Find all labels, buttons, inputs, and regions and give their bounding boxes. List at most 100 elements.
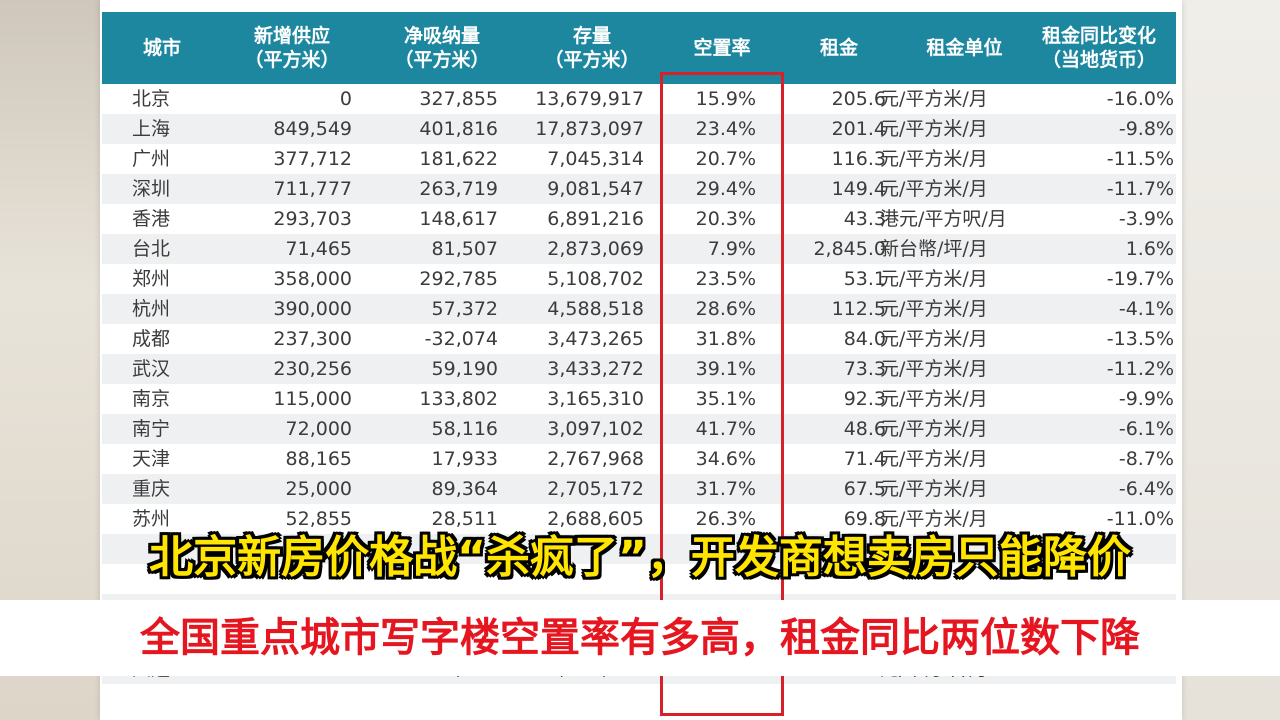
cell-stock: 9,081,547 (547, 178, 644, 200)
cell-city: 南宁 (132, 418, 171, 440)
cell-absorption: 181,622 (419, 148, 498, 170)
cell-rent: 48.6 (843, 418, 886, 440)
cell-rent-change: -11.5% (1106, 148, 1174, 170)
cell-stock: 13,679,917 (535, 88, 644, 110)
cell-rent: 84.0 (843, 328, 886, 350)
cell-supply: 25,000 (285, 478, 352, 500)
cell-city: 深圳 (132, 178, 171, 200)
cell-rent-change: -6.4% (1118, 478, 1174, 500)
cell-city: 郑州 (132, 268, 171, 290)
cell-absorption: 292,785 (419, 268, 498, 290)
header-supply: 新增供应 （平方米） (244, 25, 340, 71)
cell-supply: 52,855 (285, 508, 352, 530)
cell-city: 天津 (132, 448, 171, 470)
cell-supply: 71,465 (285, 238, 352, 260)
cell-rent: 149.4 (831, 178, 886, 200)
cell-rent-change: -4.1% (1118, 298, 1174, 320)
cell-stock: 5,108,702 (547, 268, 644, 290)
cell-stock: 3,165,310 (547, 388, 644, 410)
table-row: 重庆 25,000 89,364 2,705,172 31.7% 67.5 元/平方米/月 -… (102, 474, 1176, 504)
cell-rent-change: -13.5% (1106, 328, 1174, 350)
cell-city: 南京 (132, 388, 171, 410)
table-row: 上海 849,549 401,816 17,873,097 23.4% 201.4 元/平方… (102, 114, 1176, 144)
cell-rent: 69.8 (843, 508, 886, 530)
cell-vacancy: 31.8% (695, 328, 756, 350)
cell-absorption: 148,617 (419, 208, 498, 230)
caption-subtitle-bar (0, 600, 1280, 676)
cell-rent-unit: 元/平方米/月 (880, 508, 988, 530)
cell-absorption: 263,719 (419, 178, 498, 200)
header-rent: 租金 (819, 37, 858, 59)
cell-rent-unit: 元/平方米/月 (880, 388, 988, 410)
cell-rent-change: -9.8% (1118, 118, 1174, 140)
cell-absorption: 89,364 (431, 478, 498, 500)
cell-supply: 237,300 (273, 328, 352, 350)
cell-rent-unit: 元/平方米/月 (880, 478, 988, 500)
cell-rent-unit: 港元/平方呎/月 (880, 208, 1007, 230)
cell-rent-unit: 元/平方米/月 (880, 88, 988, 110)
cell-rent: 112.5 (831, 298, 886, 320)
header-stock: 存量 （平方米） (544, 25, 640, 71)
cell-absorption: 81,507 (431, 238, 498, 260)
table-row: 南宁 72,000 58,116 3,097,102 41.7% 48.6 元/平方米/月 -… (102, 414, 1176, 444)
cell-vacancy: 26.3% (695, 508, 756, 530)
cell-rent-unit: 元/平方米/月 (880, 148, 988, 170)
cell-rent-unit: 元/平方米/月 (880, 358, 988, 380)
cell-absorption: 327,855 (419, 88, 498, 110)
cell-absorption: -32,074 (424, 328, 498, 350)
cell-rent-change: -9.9% (1118, 388, 1174, 410)
table-row: 广州 377,712 181,622 7,045,314 20.7% 116.3 元/平方米… (102, 144, 1176, 174)
cell-stock: 3,473,265 (547, 328, 644, 350)
cell-rent: 116.3 (831, 148, 886, 170)
table-row: 成都 237,300 -32,074 3,473,265 31.8% 84.0 元/平方米/… (102, 324, 1176, 354)
cell-city: 苏州 (132, 508, 171, 530)
cell-supply: 358,000 (273, 268, 352, 290)
cell-vacancy: 39.1% (695, 358, 756, 380)
cell-stock: 4,588,518 (547, 298, 644, 320)
cell-supply: 0 (339, 88, 352, 110)
header-rent-unit: 租金单位 (926, 37, 1003, 59)
cell-supply: 390,000 (273, 298, 352, 320)
cell-vacancy: 28.6% (695, 298, 756, 320)
cell-rent-change: 1.6% (1125, 238, 1174, 260)
cell-vacancy: 7.9% (707, 238, 756, 260)
cell-rent: 92.3 (843, 388, 886, 410)
caption-subtitle: 全国重点城市写字楼空置率有多高，租金同比两位数下降 (140, 615, 1140, 661)
cell-rent: 71.4 (843, 448, 886, 470)
cell-vacancy: 41.7% (695, 418, 756, 440)
caption-headline: 北京新房价格战“杀疯了”，开发商想卖房只能降价 (149, 532, 1131, 583)
table-row: 天津 88,165 17,933 2,767,968 34.6% 71.4 元/平方米/月 -… (102, 444, 1176, 474)
cell-rent-change: -6.1% (1118, 418, 1174, 440)
cell-rent-change: -8.7% (1118, 448, 1174, 470)
cell-city: 重庆 (132, 478, 171, 500)
cell-rent: 43.3 (843, 208, 886, 230)
cell-rent: 67.5 (843, 478, 886, 500)
table-row: 深圳 711,777 263,719 9,081,547 29.4% 149.4 元/平方米… (102, 174, 1176, 204)
table-row: 武汉 230,256 59,190 3,433,272 39.1% 73.3 元/平方米/月… (102, 354, 1176, 384)
cell-supply: 72,000 (285, 418, 352, 440)
cell-city: 台北 (132, 238, 171, 260)
cell-rent: 201.4 (831, 118, 886, 140)
cell-city: 杭州 (132, 298, 171, 320)
cell-rent-change: -11.7% (1106, 178, 1174, 200)
cell-stock: 6,891,216 (547, 208, 644, 230)
cell-vacancy: 35.1% (695, 388, 756, 410)
cell-absorption: 28,511 (431, 508, 498, 530)
cell-absorption: 401,816 (419, 118, 498, 140)
cell-vacancy: 29.4% (695, 178, 756, 200)
cell-supply: 293,703 (273, 208, 352, 230)
cell-vacancy: 20.7% (695, 148, 756, 170)
cell-stock: 3,433,272 (547, 358, 644, 380)
cell-rent-unit: 元/平方米/月 (880, 118, 988, 140)
header-absorption: 净吸纳量 （平方米） (394, 25, 490, 71)
table-row: 北京 0 327,855 13,679,917 15.9% 205.6 元/平方米/月 -16… (102, 84, 1176, 114)
table-row: 杭州 390,000 57,372 4,588,518 28.6% 112.5 元/平方米/… (102, 294, 1176, 324)
cell-rent: 53.1 (843, 268, 886, 290)
table-row: 苏州 52,855 28,511 2,688,605 26.3% 69.8 元/平方米/月 -… (102, 504, 1176, 534)
cell-stock: 2,767,968 (547, 448, 644, 470)
cell-supply: 849,549 (273, 118, 352, 140)
cell-city: 香港 (132, 208, 171, 230)
header-vacancy: 空置率 (693, 37, 751, 59)
cell-city: 广州 (132, 148, 171, 170)
cell-city: 武汉 (132, 358, 171, 380)
